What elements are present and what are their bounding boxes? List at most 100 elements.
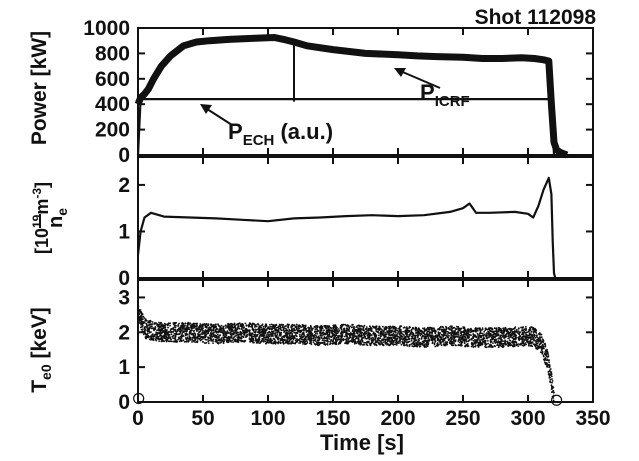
data-point [416, 345, 419, 348]
data-point [287, 336, 290, 339]
data-point [168, 334, 171, 336]
data-point [490, 327, 492, 329]
data-point [470, 337, 473, 340]
data-point [431, 336, 434, 339]
data-point [402, 330, 404, 333]
data-point [190, 339, 192, 341]
data-point [422, 331, 425, 334]
data-point [460, 334, 463, 336]
x-tick-label: 100 [250, 407, 285, 430]
data-point [377, 339, 380, 342]
data-point [186, 324, 189, 327]
data-point [273, 332, 276, 335]
data-point [269, 331, 272, 334]
panel-frame [137, 27, 594, 156]
data-point [464, 345, 467, 348]
data-point [453, 332, 456, 335]
data-point [454, 344, 457, 346]
data-point [388, 337, 391, 340]
data-point [416, 329, 418, 332]
data-point [209, 335, 212, 338]
data-point [254, 325, 257, 327]
data-point [363, 341, 366, 344]
data-point [215, 325, 218, 328]
data-point [213, 327, 215, 329]
data-point [313, 334, 316, 337]
data-point [215, 331, 218, 334]
data-point [326, 340, 328, 342]
data-point [414, 326, 417, 329]
density-y-axis-label: ne [1019m-3] [30, 182, 70, 254]
data-point [278, 332, 281, 334]
data-point [389, 334, 392, 337]
data-point [548, 373, 551, 375]
data-point [487, 342, 489, 345]
data-point [547, 363, 549, 366]
data-point [463, 340, 466, 343]
data-point [229, 333, 232, 336]
data-point [304, 336, 307, 339]
data-point [204, 333, 207, 336]
data-point [443, 330, 446, 333]
data-point [158, 332, 161, 334]
data-point [485, 332, 488, 334]
data-point [307, 336, 310, 339]
data-point [513, 333, 516, 335]
data-point [165, 339, 168, 342]
data-point [216, 336, 219, 338]
chart-title: Shot 112098 [475, 6, 597, 29]
data-point [325, 326, 327, 329]
data-point [544, 352, 546, 354]
data-point [317, 341, 320, 343]
data-point [494, 332, 497, 335]
data-point [359, 327, 362, 330]
data-point [394, 338, 397, 340]
data-point [194, 322, 197, 325]
data-point [458, 338, 461, 341]
data-point [440, 328, 443, 331]
density-label-symbol: n [45, 216, 67, 228]
data-point [517, 336, 520, 339]
data-point [283, 327, 285, 330]
data-point [481, 340, 484, 343]
data-point [431, 342, 434, 345]
data-point [284, 342, 286, 344]
data-point [479, 329, 482, 331]
data-point [270, 323, 273, 326]
data-point [426, 328, 429, 330]
data-point [167, 335, 170, 338]
data-point [517, 345, 520, 347]
data-point [320, 327, 323, 329]
data-point [290, 330, 293, 333]
data-point [392, 332, 395, 335]
data-point [548, 366, 551, 369]
data-point [388, 327, 390, 330]
data-point [485, 334, 488, 337]
data-point [178, 328, 181, 331]
data-point [499, 331, 502, 333]
data-point [305, 330, 308, 332]
data-point [157, 337, 160, 339]
data-point [380, 335, 382, 337]
data-point [373, 332, 376, 335]
data-point [270, 330, 273, 333]
data-point [410, 330, 413, 332]
data-point [257, 328, 260, 331]
data-point [535, 334, 537, 337]
density-unit-exp2: -3 [30, 188, 44, 199]
power-y-axis-label-text: Power [kW] [28, 31, 51, 145]
data-point [151, 323, 154, 325]
data-point [454, 336, 456, 338]
data-point [390, 337, 393, 340]
data-point [350, 326, 353, 329]
data-point [238, 322, 241, 325]
data-point [252, 323, 255, 325]
data-point [326, 342, 329, 344]
data-point [404, 330, 406, 333]
data-point [299, 325, 302, 327]
data-point [373, 335, 376, 337]
data-point [384, 326, 387, 328]
data-point [440, 333, 443, 336]
data-point [189, 324, 192, 327]
data-point [518, 339, 521, 342]
